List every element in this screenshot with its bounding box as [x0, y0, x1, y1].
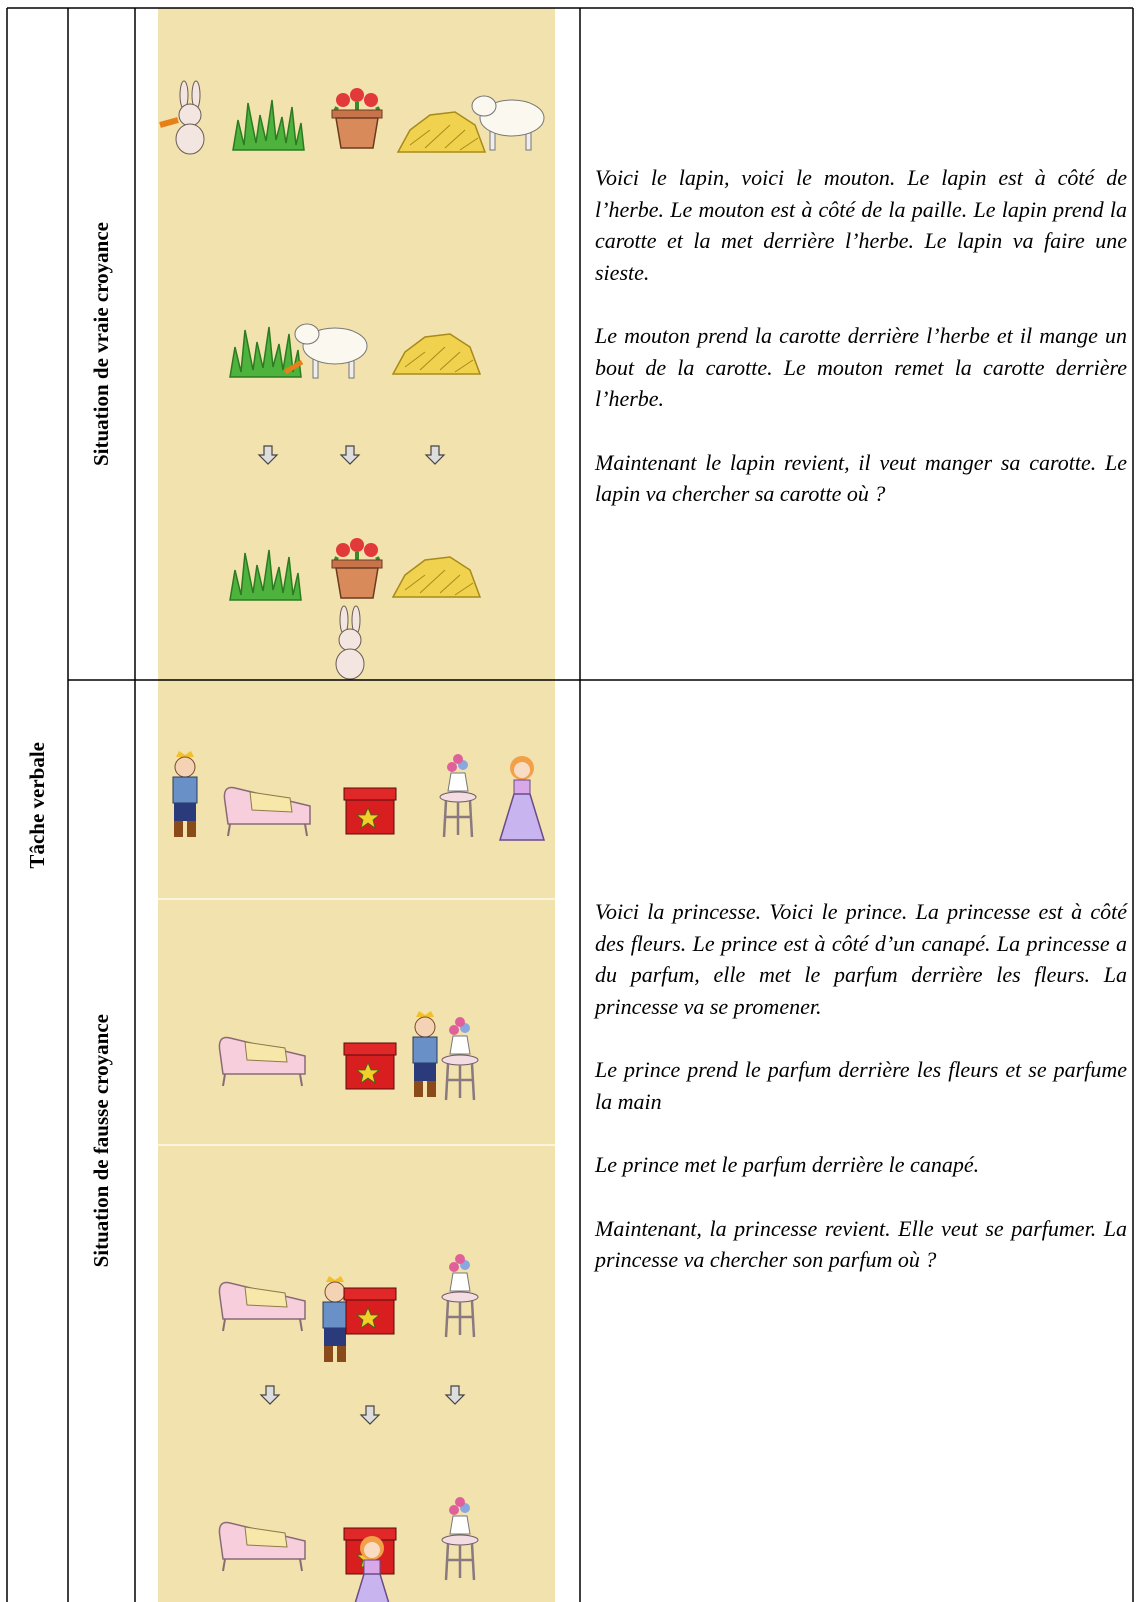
paragraph: Voici la princesse. Voici le prince. La …	[595, 899, 1127, 1019]
illustration-part	[343, 787, 397, 835]
paragraph: Voici le lapin, voici le mouton. Le lapi…	[595, 165, 1127, 285]
paragraph: Maintenant, la princesse revient. Elle v…	[595, 1215, 1127, 1273]
illustration-part	[330, 536, 384, 600]
row-label: Situation de vraie croyance	[68, 8, 135, 680]
paragraph: Le prince met le parfum derrière le cana…	[595, 1152, 980, 1177]
illustration-part	[343, 1287, 397, 1335]
header-text: Tâche verbale	[25, 741, 49, 869]
row-label-text: Situation de vraie croyance	[89, 221, 113, 466]
row-label: Situation de fausse croyance	[68, 680, 135, 1602]
paragraph: Le mouton prend la carotte derrière l’he…	[595, 323, 1127, 411]
column-header: Tâche verbale	[7, 8, 68, 1602]
illustration-part	[330, 86, 384, 150]
illustration-part	[343, 1042, 397, 1090]
paragraph: Le prince prend le parfum derrière les f…	[595, 1057, 1127, 1114]
carrot	[159, 117, 179, 128]
carrot	[283, 359, 304, 375]
paragraph: Maintenant le lapin revient, il veut man…	[595, 449, 1127, 507]
row-text: Voici le lapin, voici le mouton. Le lapi…	[595, 162, 1127, 542]
row-label-text: Situation de fausse croyance	[89, 1014, 113, 1268]
row-text: Voici la princesse. Voici le prince. La …	[595, 896, 1127, 1308]
table-borders	[6, 7, 1134, 1602]
